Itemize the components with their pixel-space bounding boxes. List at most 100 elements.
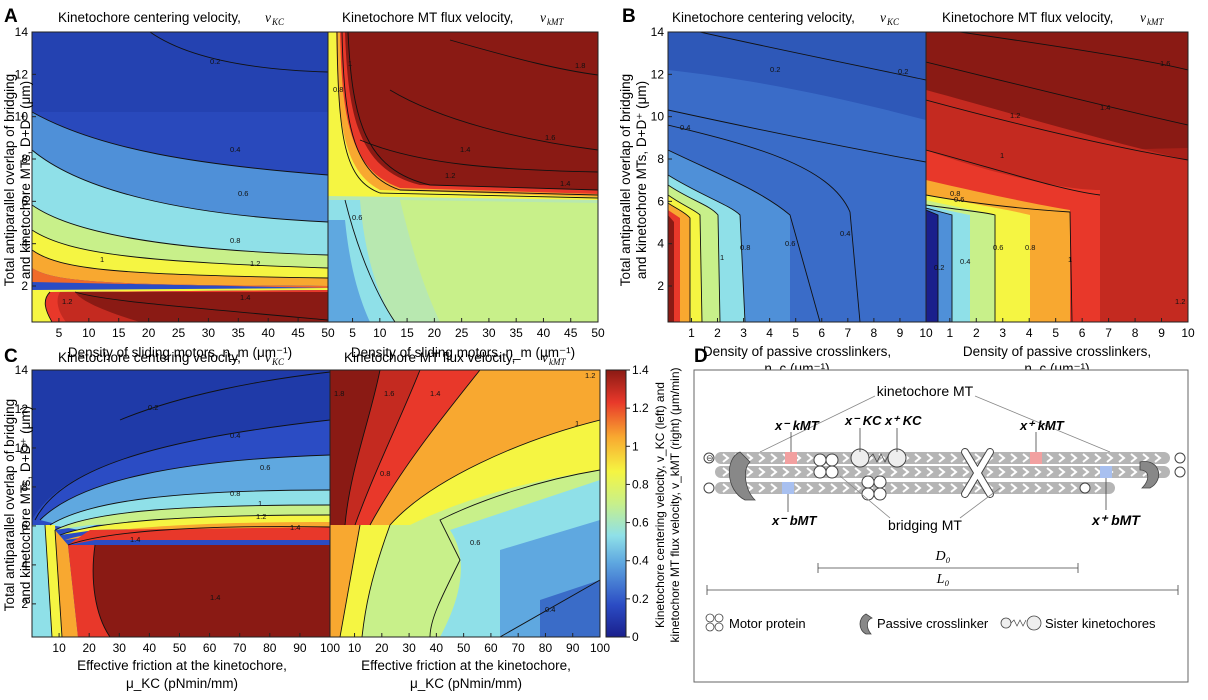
svg-text:1.2: 1.2 [1010, 111, 1020, 120]
svg-text:1.4: 1.4 [130, 535, 140, 544]
svg-text:0.6: 0.6 [352, 213, 362, 222]
x-tick-label: 7 [844, 326, 851, 340]
svg-text:1.6: 1.6 [384, 389, 394, 398]
y-tick-label: 6 [21, 194, 28, 208]
colorbar-tick-label: 0.6 [632, 516, 649, 530]
y-tick-label: 12 [15, 402, 29, 416]
x-tick-label: 100 [590, 641, 610, 655]
svg-text:0.2: 0.2 [210, 57, 220, 66]
label-d0: D₀ [935, 549, 951, 564]
x-tick-label: 5 [56, 326, 63, 340]
colorbar-tick-label: 1 [632, 439, 639, 453]
svg-text:Kinetochore MT flux velocity,: Kinetochore MT flux velocity, [342, 10, 513, 25]
label-kinetochore-mt: kinetochore MT [877, 383, 974, 399]
svg-text:1.2: 1.2 [1175, 297, 1185, 306]
svg-text:1: 1 [100, 255, 104, 264]
svg-text:1.4: 1.4 [560, 179, 570, 188]
motor-proteins [813, 448, 994, 501]
x-tick-label: 40 [430, 641, 444, 655]
svg-text:0.4: 0.4 [230, 145, 240, 154]
symbol-xkc-minus: x⁻ KC [844, 413, 882, 428]
svg-text:Kinetochore centering velocity: Kinetochore centering velocity, [58, 350, 241, 365]
panel-b-xlabel-left-1: Density of passive crosslinkers, [703, 344, 891, 359]
x-tick-label: 10 [348, 641, 362, 655]
svg-text:1: 1 [348, 59, 352, 68]
svg-text:Total antiparallel overlap of: Total antiparallel overlap of bridging [2, 399, 17, 611]
symbol-xkmt-plus: x⁺ kMT [1019, 418, 1065, 433]
y-tick-label: 4 [657, 237, 664, 251]
svg-text:0.8: 0.8 [230, 489, 240, 498]
svg-text:Total antiparallel overlap of: Total antiparallel overlap of bridging [618, 74, 633, 286]
x-tick-label: 30 [202, 326, 216, 340]
svg-text:kMT: kMT [549, 357, 566, 367]
x-tick-label: 10 [373, 326, 387, 340]
x-tick-label: 20 [142, 326, 156, 340]
panel-letter-b: B [622, 6, 636, 27]
x-tick-label: 30 [113, 641, 127, 655]
schematic-frame [693, 369, 1189, 683]
x-tick-label: 4 [1026, 326, 1033, 340]
y-tick-label: 10 [15, 110, 29, 124]
x-tick-label: 90 [566, 641, 580, 655]
passive-crosslinker-left [728, 451, 756, 501]
colorbar-tick-label: 1.4 [632, 363, 649, 377]
svg-text:1.2: 1.2 [585, 371, 595, 380]
y-tick-label: 12 [15, 67, 29, 81]
panel-c-xlabel-right-1: Effective friction at the kinetochore, [361, 658, 571, 673]
heatmap-b-left: 0.2 0.2 0.4 0.4 0.6 0.8 1 [668, 32, 926, 322]
x-tick-label: 5 [1052, 326, 1059, 340]
x-tick-label: 20 [375, 641, 389, 655]
y-tick-label: 10 [651, 110, 665, 124]
d0-dimension [817, 563, 1079, 573]
x-tick-label: 25 [455, 326, 469, 340]
svg-text:1: 1 [720, 253, 724, 262]
y-tick-label: 12 [651, 67, 665, 81]
panel-c-xlabel-left-2: μ_KC (pNmin/mm) [126, 676, 238, 691]
x-tick-label: 20 [428, 326, 442, 340]
passive-crosslinker-icon [859, 613, 873, 635]
panel-letter-c: C [4, 346, 18, 367]
label-bridging-mt: bridging MT [888, 517, 962, 533]
x-tick-label: 8 [871, 326, 878, 340]
panel-c-ticks: 14 12 10 8 6 4 2 10 20 30 40 50 60 70 80 90 100 10 20 30 40 5… [15, 363, 611, 655]
svg-text:1.4: 1.4 [210, 593, 220, 602]
x-tick-label: 40 [262, 326, 276, 340]
x-tick-label: 8 [1132, 326, 1139, 340]
svg-text:Kinetochore MT flux velocity,: Kinetochore MT flux velocity, [942, 10, 1113, 25]
svg-text:1: 1 [1068, 255, 1072, 264]
svg-text:0.6: 0.6 [470, 538, 480, 547]
marker-xkmt-minus [785, 452, 797, 464]
y-tick-label: 6 [657, 194, 664, 208]
svg-text:1: 1 [575, 419, 579, 428]
kinetochore-mt-pointers [759, 395, 1111, 453]
x-tick-label: 3 [740, 326, 747, 340]
x-tick-label: 10 [919, 326, 933, 340]
svg-text:1.6: 1.6 [545, 133, 555, 142]
svg-text:1.2: 1.2 [62, 297, 72, 306]
l0-dimension [706, 585, 1179, 595]
svg-text:0.2: 0.2 [934, 263, 944, 272]
svg-text:0.8: 0.8 [950, 189, 960, 198]
panel-c-ylabel: Total antiparallel overlap of bridging a… [2, 399, 33, 611]
svg-text:0.8: 0.8 [1025, 243, 1035, 252]
svg-text:1.8: 1.8 [575, 61, 585, 70]
schematic-legend: Motor protein Passive crosslinker Sister… [705, 613, 1156, 635]
passive-crosslinker-right [1139, 461, 1160, 489]
heatmap-c-right: 1.8 1.6 1.4 1.2 1 0.8 0.6 0.4 [330, 370, 600, 637]
x-tick-label: 60 [484, 641, 498, 655]
panel-a-title-left: Kinetochore centering velocity, v KC [58, 10, 285, 27]
y-tick-label: 14 [651, 25, 665, 39]
x-tick-label: 35 [232, 326, 246, 340]
panel-b-ylabel: Total antiparallel overlap of bridging a… [618, 74, 649, 286]
y-tick-label: 2 [21, 597, 28, 611]
svg-text:0.2: 0.2 [898, 67, 908, 76]
panel-a-title-right: Kinetochore MT flux velocity, v kMT [342, 10, 564, 27]
svg-text:Kinetochore centering velocity: Kinetochore centering velocity, [672, 10, 855, 25]
x-tick-label: 4 [766, 326, 773, 340]
colorbar: 1.4 1.2 1 0.8 0.6 0.4 0.2 0 Kinetochore centeri… [605, 363, 682, 644]
polarity-signs: ⊖ [703, 452, 1186, 494]
svg-text:1.4: 1.4 [290, 523, 300, 532]
svg-text:0.6: 0.6 [993, 243, 1003, 252]
